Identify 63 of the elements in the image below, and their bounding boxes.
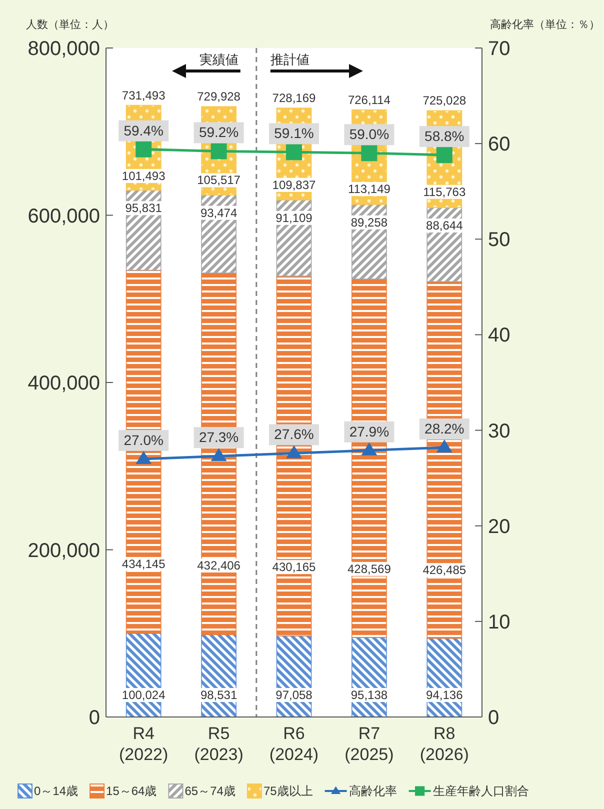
data-label: 432,406 [197, 558, 241, 573]
y-tick-label: 400,000 [28, 372, 100, 394]
y2-tick-label: 50 [488, 229, 510, 252]
data-label: 59.1% [274, 125, 314, 142]
total-label: 726,114 [348, 92, 391, 107]
data-label: 426,485 [422, 563, 466, 578]
data-label: 430,165 [272, 560, 316, 574]
data-label: 27.3% [198, 429, 239, 446]
data-label: 27.0% [124, 432, 164, 448]
data-label: 27.9% [349, 423, 390, 440]
data-label: 101,493 [122, 168, 166, 183]
legend-label: 75歳以上 [263, 784, 313, 798]
y2-tick-label: 60 [488, 134, 510, 156]
data-label: 95,138 [350, 688, 388, 702]
data-label: 109,837 [272, 178, 316, 192]
y2-tick-label: 30 [488, 420, 510, 442]
annotation: 推計値 [270, 52, 310, 67]
y2-axis-title: 高齢化率（単位：％） [490, 18, 600, 31]
y2-tick-label: 70 [488, 38, 510, 60]
data-label: 28.2% [424, 420, 464, 436]
total-label: 729,928 [197, 90, 241, 104]
legend-label: 15～64歳 [106, 784, 157, 798]
y2-tick-label: 40 [488, 324, 510, 347]
y-axis-title: 人数（単位：人） [26, 19, 114, 31]
x-tick-label: R4 (2022) [119, 724, 168, 764]
y-tick-label: 0 [88, 707, 100, 729]
annotation: 実績値 [199, 52, 238, 67]
x-tick-label: R6 (2024) [269, 724, 319, 764]
y2-tick-label: 20 [488, 516, 510, 538]
data-label: 88,644 [426, 218, 464, 232]
total-label: 728,169 [272, 91, 316, 106]
data-label: 59.0% [349, 126, 390, 142]
y-tick-label: 800,000 [28, 38, 100, 60]
data-label: 89,258 [350, 215, 388, 230]
legend-label: 0～14歳 [34, 784, 78, 798]
data-label: 95,831 [125, 201, 162, 216]
data-label: 59.2% [198, 124, 239, 140]
data-label: 428,569 [348, 562, 392, 576]
data-label: 59.4% [124, 122, 164, 138]
legend-label: 高齢化率 [348, 784, 397, 798]
data-label: 97,058 [276, 688, 313, 702]
data-label: 58.8% [424, 128, 464, 144]
x-tick-label: R8 (2026) [420, 724, 469, 764]
x-tick-label: R5 (2023) [194, 724, 244, 764]
data-label: 113,149 [348, 182, 391, 196]
data-label: 91,109 [276, 210, 313, 225]
y-tick-label: 600,000 [28, 205, 100, 228]
data-label: 100,024 [122, 688, 166, 702]
data-label: 105,517 [197, 173, 241, 188]
y2-tick-label: 0 [488, 707, 500, 729]
legend-label: 生産年齢人口割合 [432, 784, 529, 798]
legend-label: 65～74歳 [184, 784, 236, 798]
y2-tick-label: 10 [488, 611, 510, 634]
data-label: 27.6% [274, 426, 314, 442]
y-tick-label: 200,000 [28, 540, 100, 562]
x-tick-label: R7 (2025) [344, 724, 394, 764]
data-label: 115,763 [423, 184, 466, 199]
data-label: 94,136 [426, 688, 464, 702]
total-label: 725,028 [422, 94, 466, 108]
total-label: 731,493 [122, 88, 166, 102]
data-label: 93,474 [200, 206, 238, 220]
data-label: 98,531 [200, 688, 238, 702]
data-label: 434,145 [122, 557, 166, 572]
